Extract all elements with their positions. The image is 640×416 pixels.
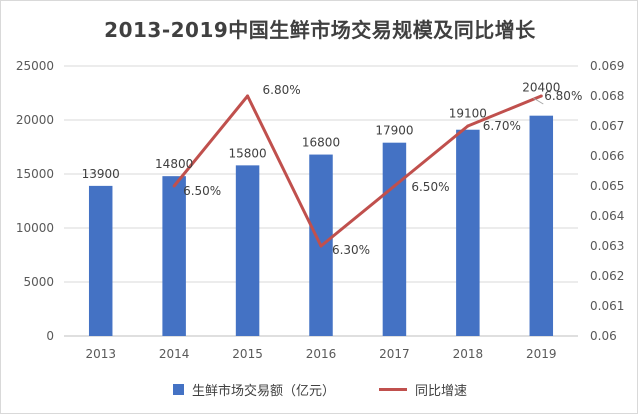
growth-value-label: 6.50% [411, 180, 449, 194]
y-left-tick-label: 15000 [16, 167, 54, 181]
x-tick-label: 2019 [526, 347, 557, 361]
bar [529, 115, 554, 337]
x-tick-label: 2018 [453, 347, 484, 361]
growth-value-label: 6.30% [332, 243, 370, 257]
y-right-tick-label: 0.067 [590, 119, 624, 133]
growth-point [466, 124, 470, 128]
bar [382, 142, 407, 336]
growth-point [172, 184, 176, 188]
x-tick-label: 2015 [232, 347, 263, 361]
bar [162, 176, 186, 336]
y-left-tick-label: 0 [46, 329, 54, 343]
x-tick-label: 2013 [85, 347, 116, 361]
y-right-tick-label: 0.066 [590, 149, 624, 163]
y-left-tick-label: 20000 [16, 113, 54, 127]
growth-point [246, 94, 250, 98]
y-left-tick-label: 25000 [16, 59, 54, 73]
growth-value-label: 6.80% [544, 89, 582, 103]
bar [456, 129, 480, 336]
growth-value-label: 6.50% [183, 184, 221, 198]
y-right-tick-label: 0.068 [590, 89, 624, 103]
y-left-tick-label: 5000 [23, 275, 54, 289]
y-right-tick-label: 0.061 [590, 299, 624, 313]
growth-line [172, 94, 542, 248]
legend-swatch-bar [172, 384, 184, 395]
growth-point [392, 184, 396, 188]
legend-swatch-line [379, 388, 407, 391]
growth-value-label: 6.80% [263, 83, 301, 97]
bar-value-label: 20400 [522, 81, 560, 95]
y-right-tick-label: 0.062 [590, 269, 624, 283]
legend-label-bar: 生鲜市场交易额（亿元） [191, 384, 335, 399]
y-right-tick-label: 0.06 [590, 329, 617, 343]
legend-item-line: 同比增速 [379, 380, 467, 399]
y-right-tick-label: 0.063 [590, 239, 624, 253]
bar-value-label: 13900 [82, 167, 120, 181]
y-right-tick-label: 0.064 [590, 209, 624, 223]
y-right-tick-label: 0.069 [590, 59, 624, 73]
y-right-tick-label: 0.065 [590, 179, 624, 193]
growth-value-label: 6.70% [483, 119, 521, 133]
bar-value-label: 14800 [155, 157, 193, 171]
x-tick-label: 2014 [159, 347, 190, 361]
growth-point [319, 244, 323, 248]
bar-value-label: 19100 [449, 107, 487, 121]
legend-label-line: 同比增速 [415, 384, 468, 399]
growth-point [539, 94, 543, 98]
legend: 生鲜市场交易额（亿元） 同比增速 [0, 380, 640, 399]
bar [88, 185, 113, 336]
legend-item-bar: 生鲜市场交易额（亿元） [172, 380, 335, 399]
bar-value-label: 16800 [302, 136, 340, 150]
label-leader-line [533, 97, 544, 105]
bar [235, 165, 260, 336]
x-tick-label: 2017 [379, 347, 410, 361]
y-left-tick-label: 10000 [16, 221, 54, 235]
x-tick-label: 2016 [306, 347, 337, 361]
bar-value-label: 17900 [375, 124, 413, 138]
chart-title: 2013-2019中国生鲜市场交易规模及同比增长 [104, 18, 536, 42]
bar-value-label: 15800 [228, 146, 266, 160]
